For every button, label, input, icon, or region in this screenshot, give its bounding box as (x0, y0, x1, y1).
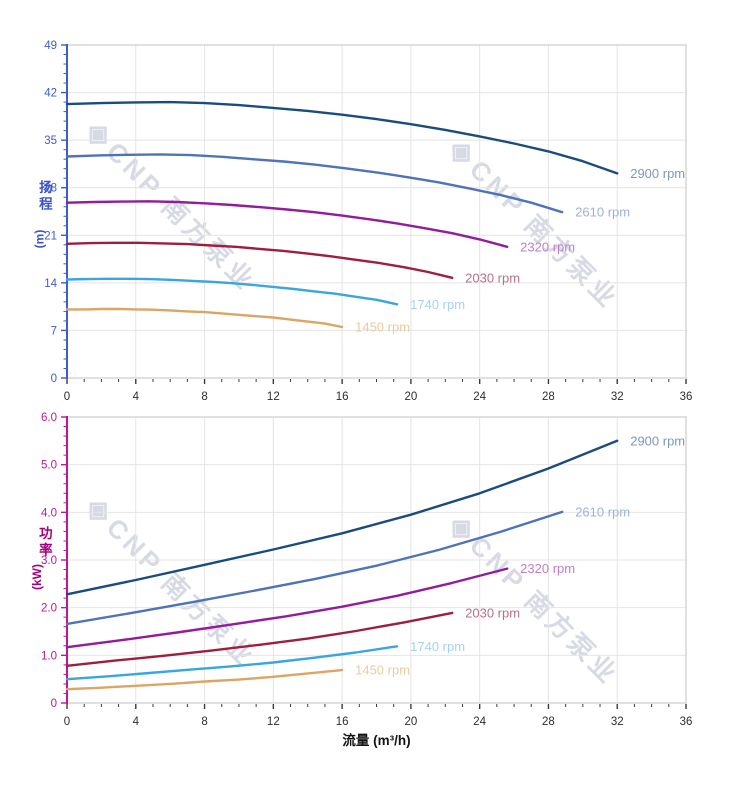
y-tick-label: 1.0 (41, 650, 57, 662)
y-tick-label: 35 (44, 135, 57, 147)
x-tick-label: 4 (133, 716, 140, 728)
curve-label-1740-rpm: 1740 rpm (410, 297, 465, 312)
x-tick-label: 16 (336, 716, 349, 728)
curve-label-1450-rpm: 1450 rpm (355, 663, 410, 678)
x-tick-label: 8 (201, 716, 207, 728)
curve-label-2900-rpm: 2900 rpm (630, 433, 685, 448)
curve-2320-rpm (65, 200, 509, 248)
x-tick-label: 36 (680, 391, 693, 403)
curve-2320-rpm (65, 567, 509, 649)
curve-1740-rpm (65, 277, 399, 306)
power-axis-title: 功率 (35, 526, 52, 559)
x-tick-label: 20 (404, 716, 417, 728)
x-tick-label: 28 (542, 716, 555, 728)
curve-2610-rpm (65, 510, 564, 626)
y-tick-label: 21 (44, 230, 57, 242)
x-tick-label: 24 (473, 716, 486, 728)
curve-1450-rpm (65, 668, 344, 691)
curve-label-2030-rpm: 2030 rpm (465, 270, 520, 285)
x-tick-label: 0 (64, 391, 70, 403)
curve-label-2610-rpm: 2610 rpm (575, 205, 630, 220)
x-tick-label: 32 (611, 716, 624, 728)
curve-label-2900-rpm: 2900 rpm (630, 166, 685, 181)
y-tick-label: 3.0 (41, 555, 57, 567)
power-axis-title-text: 功率 (36, 526, 52, 559)
x-tick-label: 12 (267, 716, 280, 728)
x-tick-label: 12 (267, 391, 280, 403)
y-tick-label: 7 (51, 325, 57, 337)
curve-label-2610-rpm: 2610 rpm (575, 504, 630, 519)
head-axis-title: 扬程 (35, 180, 52, 213)
y-tick-label: 42 (44, 88, 57, 100)
curve-label-2320-rpm: 2320 rpm (520, 239, 575, 254)
y-tick-label: 4.0 (41, 507, 57, 519)
y-tick-label: 6.0 (41, 412, 57, 424)
curve-2610-rpm (65, 153, 564, 214)
y-tick-label: 2.0 (41, 603, 57, 615)
curve-label-2030-rpm: 2030 rpm (465, 605, 520, 620)
curve-1450-rpm (65, 307, 344, 329)
curve-label-1450-rpm: 1450 rpm (355, 320, 410, 335)
curve-1740-rpm (65, 645, 399, 681)
power-axis-unit: (kW) (30, 564, 44, 590)
y-tick-label: 0 (51, 373, 57, 385)
x-tick-label: 20 (404, 391, 417, 403)
curve-2030-rpm (65, 611, 454, 667)
x-tick-label: 0 (64, 716, 70, 728)
y-tick-label: 28 (44, 183, 57, 195)
curve-2030-rpm (65, 241, 454, 279)
x-tick-label: 32 (611, 391, 624, 403)
y-tick-label: 0 (51, 698, 57, 710)
power-chart: 0 1.0 2.0 3.0 4.0 5.0 6.0 0 4 8 12 16 20 24 28 32 36 2900… (41, 412, 692, 728)
x-tick-label: 28 (542, 391, 555, 403)
curve-label-1740-rpm: 1740 rpm (410, 639, 465, 654)
head-axis-title-text: 扬程 (36, 180, 52, 213)
x-tick-label: 36 (680, 716, 693, 728)
x-tick-label: 16 (336, 391, 349, 403)
y-tick-label: 49 (44, 40, 57, 52)
x-tick-label: 4 (133, 391, 140, 403)
x-tick-label: 24 (473, 391, 486, 403)
x-tick-label: 8 (201, 391, 207, 403)
head-chart: 0 7 14 21 28 35 42 49 0 4 8 12 16 20 24 28 32 36 2900 rpm 2… (44, 40, 692, 403)
curve-2900-rpm (65, 100, 619, 175)
curve-label-2320-rpm: 2320 rpm (520, 561, 575, 576)
y-tick-label: 5.0 (41, 460, 57, 472)
y-tick-label: 14 (44, 278, 57, 290)
curve-2900-rpm (65, 439, 619, 596)
flow-axis-title: 流量 (m³/h) (342, 733, 411, 748)
head-axis-unit: (m) (32, 229, 47, 249)
